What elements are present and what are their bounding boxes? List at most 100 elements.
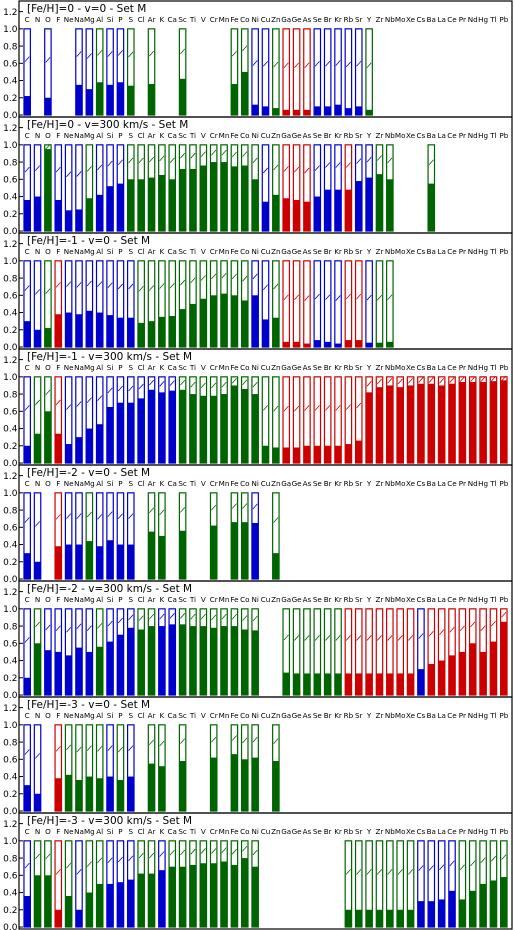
element-label: Sc: [178, 479, 187, 488]
bar-fill-Ge: [293, 199, 300, 231]
panel-2: 0.0 0.2 0.4 0.6 0.8 1.0 1.2 [Fe/H]=0 - v=300 km…: [3, 116, 513, 237]
bar-fill-Ar: [148, 389, 155, 463]
bar-fill-Cr: [210, 525, 217, 579]
bar-mark-Ge: [294, 405, 300, 412]
element-label: F: [56, 131, 60, 140]
element-label: Cu: [261, 247, 271, 256]
bar-mark-Fe: [231, 151, 237, 158]
bar-fill-Na: [75, 314, 83, 347]
element-label: Tl: [489, 595, 496, 604]
element-label: N: [35, 595, 40, 604]
element-label: Cl: [138, 711, 145, 720]
bar-mark-Ar: [149, 156, 155, 163]
bar-mark-Se: [314, 635, 320, 641]
bar-mark-Pb: [501, 854, 507, 860]
bar-fill-K: [158, 316, 166, 347]
bar-mark-Ne: [66, 404, 72, 410]
bar-mark-Mo: [397, 869, 403, 875]
element-label: Tl: [489, 827, 496, 836]
y-tick-label: 0.2: [3, 94, 17, 104]
element-label: Cr: [210, 247, 218, 256]
bar-fill-Sc: [179, 78, 186, 115]
y-tick-label: 0.6: [3, 524, 18, 534]
element-label: C: [25, 827, 30, 836]
element-label: Ca: [168, 15, 177, 24]
element-label: Co: [240, 15, 249, 24]
element-label: Cu: [261, 363, 271, 372]
bar-mark-Se: [314, 60, 320, 67]
panel-4: 0.0 0.2 0.4 0.6 0.8 1.0 1.2 [Fe/H]=-1 - v=300 k…: [3, 348, 513, 469]
element-label: N: [35, 247, 40, 256]
bar-fill-N: [34, 875, 41, 927]
element-label: Sr: [355, 711, 363, 720]
bar-fill-V: [200, 626, 207, 695]
bar-fill-Kr: [334, 445, 342, 463]
bar-fill-Si: [106, 883, 114, 927]
bar-mark-Mg: [86, 280, 92, 287]
element-label: Mo: [395, 827, 406, 836]
bar-fill-Zn: [272, 194, 280, 231]
y-tick-label: 0.6: [3, 640, 18, 650]
element-label: P: [118, 247, 123, 256]
bar-mark-C: [24, 637, 30, 643]
element-label: Cu: [261, 595, 271, 604]
element-label: C: [25, 363, 30, 372]
bar-fill-S: [127, 627, 135, 695]
element-label: Cu: [261, 131, 271, 140]
bar-mark-Al: [97, 50, 103, 56]
bar-fill-Nd: [469, 890, 476, 927]
bar-fill-Ca: [169, 179, 176, 231]
bar-mark-Na: [76, 171, 82, 177]
bar-mark-Rb: [345, 635, 351, 641]
bar-fill-N: [34, 643, 41, 695]
bar-mark-Mg: [86, 166, 92, 172]
bar-outline-Y: [365, 28, 373, 116]
element-label: Nd: [468, 479, 478, 488]
y-tick-label: 0.6: [3, 872, 18, 882]
element-label: As: [303, 711, 312, 720]
bar-fill-Sr: [355, 673, 362, 695]
bar-mark-Si: [107, 282, 113, 289]
element-label: Cl: [138, 363, 145, 372]
bar-mark-Cs: [418, 377, 424, 383]
bar-mark-P: [117, 283, 123, 290]
element-label: Se: [313, 595, 323, 604]
bar-fill-S: [127, 317, 135, 347]
bar-mark-Ba: [428, 377, 434, 383]
bar-mark-C: [24, 517, 30, 523]
element-label: Cr: [210, 131, 218, 140]
bar-fill-Cl: [137, 629, 145, 695]
element-label: Ar: [148, 131, 156, 140]
bar-mark-Co: [242, 737, 248, 744]
element-label: Sr: [355, 479, 363, 488]
bar-fill-Fe: [231, 166, 238, 231]
element-label: Ba: [427, 15, 436, 24]
bar-fill-Ba: [428, 383, 435, 463]
element-label: Ce: [447, 479, 457, 488]
element-label: Rb: [344, 131, 354, 140]
bar-mark-Sc: [180, 849, 186, 856]
bar-mark-Ne: [66, 627, 72, 633]
bar-mark-Mg: [86, 53, 92, 59]
element-label: Xe: [406, 363, 416, 372]
bar-fill-Ge: [293, 673, 300, 695]
element-label: Ar: [148, 711, 156, 720]
bar-mark-La: [439, 377, 445, 384]
y-tick-label: 0.8: [3, 854, 18, 864]
bar-fill-Sc: [179, 866, 186, 927]
element-label: Mg: [84, 711, 95, 720]
bar-fill-Mo: [396, 909, 404, 927]
element-label: Cl: [138, 247, 145, 256]
y-tick-label: 1.2: [3, 820, 17, 830]
bar-mark-Zn: [273, 405, 279, 412]
element-label: Mo: [395, 131, 406, 140]
element-label: Ge: [292, 595, 303, 604]
element-label: Ne: [64, 247, 74, 256]
panel-title: [Fe/H]=-2 - v=0 - Set M: [27, 467, 150, 479]
bar-mark-Sr: [356, 402, 362, 409]
bar-mark-As: [304, 167, 310, 174]
bar-mark-Rb: [345, 293, 351, 300]
bar-fill-Zn: [272, 761, 280, 811]
y-tick-label: 0.8: [3, 42, 18, 52]
y-tick-label: 1.0: [3, 257, 18, 267]
